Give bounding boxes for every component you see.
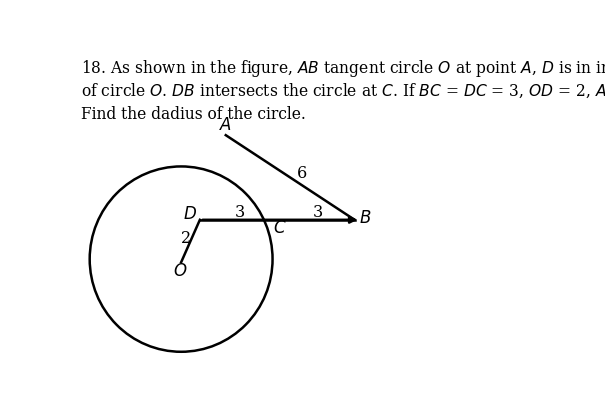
Text: 6: 6 (296, 165, 307, 182)
Text: Find the dadius of the circle.: Find the dadius of the circle. (81, 106, 306, 123)
Text: 3: 3 (235, 204, 245, 221)
Text: $B$: $B$ (359, 210, 371, 227)
Text: 18. As shown in the figure, $AB$ tangent circle $O$ at point $A$, $D$ is in inte: 18. As shown in the figure, $AB$ tangent… (81, 58, 605, 79)
Text: $D$: $D$ (183, 205, 197, 222)
Text: $A$: $A$ (219, 117, 232, 134)
Text: of circle $O$. $DB$ intersects the circle at $C$. If $BC$ = $DC$ = 3, $OD$ = 2, : of circle $O$. $DB$ intersects the circl… (81, 82, 605, 100)
Text: $O$: $O$ (172, 264, 187, 281)
Text: $C$: $C$ (273, 220, 286, 237)
Text: 3: 3 (313, 204, 323, 221)
Text: 2: 2 (181, 230, 191, 247)
